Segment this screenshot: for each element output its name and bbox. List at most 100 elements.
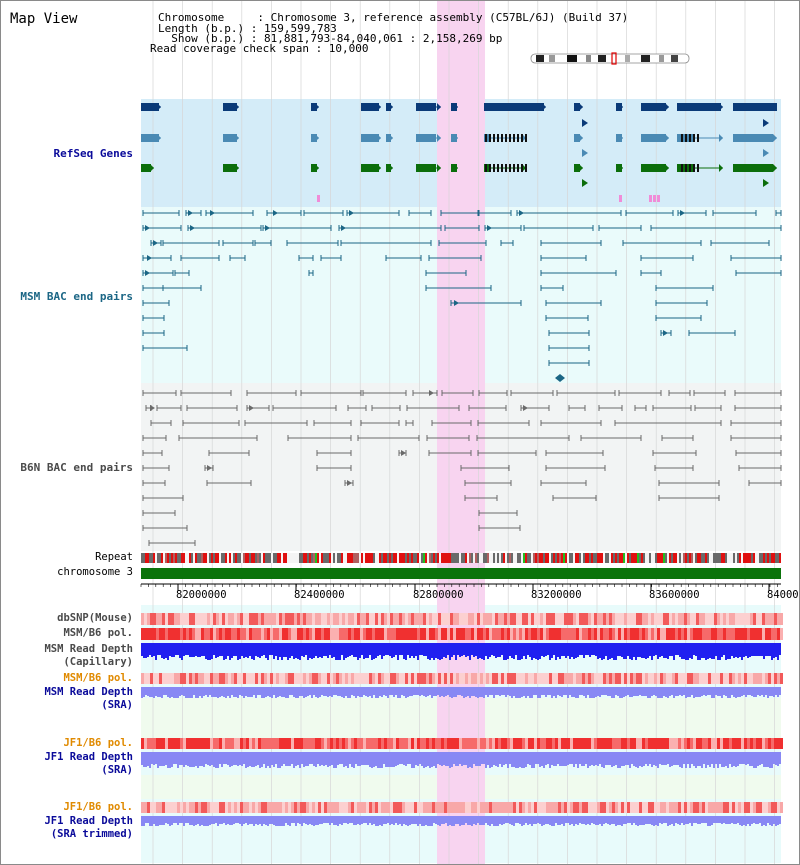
read-depth-bar xyxy=(551,687,553,698)
polymorphism-strip xyxy=(339,673,342,684)
read-depth-bar xyxy=(277,752,279,768)
polymorphism-strip xyxy=(441,802,444,813)
repeat-segment xyxy=(379,553,381,563)
read-depth-bar xyxy=(429,816,431,826)
read-depth-bar xyxy=(677,752,679,765)
track-label-repeat[interactable]: Repeat xyxy=(95,551,133,563)
read-depth-bar xyxy=(415,752,417,765)
gene-exon xyxy=(733,103,777,111)
track-label-chromosome[interactable]: chromosome 3 xyxy=(57,566,133,578)
read-depth-bar xyxy=(145,687,147,695)
read-depth-bar xyxy=(703,687,705,695)
polymorphism-strip xyxy=(291,738,294,749)
polymorphism-strip xyxy=(360,613,363,625)
track-label-jf1-b6-pol-2[interactable]: JF1/B6 pol. xyxy=(63,801,133,813)
repeat-segment xyxy=(567,553,569,563)
track-label-msm-b6-pol[interactable]: MSM/B6 pol. xyxy=(63,627,133,639)
read-depth-bar xyxy=(517,752,519,768)
polymorphism-strip xyxy=(453,613,456,625)
read-depth-bar xyxy=(357,752,359,766)
read-depth-bar xyxy=(705,687,707,696)
polymorphism-strip xyxy=(723,802,726,813)
polymorphism-strip xyxy=(426,673,429,684)
repeat-segment xyxy=(761,553,763,563)
polymorphism-strip xyxy=(417,738,420,749)
track-label-msm-bac[interactable]: MSM BAC end pairs xyxy=(20,290,133,303)
polymorphism-strip xyxy=(147,613,150,625)
track-label-jf1-read-depth-sra[interactable]: JF1 Read Depth xyxy=(44,751,133,763)
polymorphism-strip xyxy=(759,628,762,640)
track-label-msm-read-depth-sra[interactable]: MSM Read Depth xyxy=(44,686,133,698)
polymorphism-strip xyxy=(141,673,144,684)
read-depth-bar xyxy=(701,816,703,823)
read-depth-bar xyxy=(329,643,331,655)
polymorphism-strip xyxy=(198,802,201,813)
polymorphism-strip xyxy=(603,802,606,813)
polymorphism-strip xyxy=(621,628,624,640)
track-label-msm-read-depth-cap-2: (Capillary) xyxy=(63,656,133,668)
read-depth-bar xyxy=(299,687,301,696)
polymorphism-strip xyxy=(564,628,567,640)
gene-exon xyxy=(525,134,527,142)
polymorphism-strip xyxy=(495,738,498,749)
read-depth-bar xyxy=(211,816,213,824)
polymorphism-strip xyxy=(648,613,651,625)
track-label-msm-read-depth-cap[interactable]: MSM Read Depth xyxy=(44,643,133,655)
polymorphism-strip xyxy=(375,613,378,625)
read-depth-bar xyxy=(685,687,687,698)
read-depth-bar xyxy=(629,687,631,697)
polymorphism-strip xyxy=(582,613,585,625)
polymorphism-strip xyxy=(588,673,591,684)
polymorphism-strip xyxy=(696,628,699,640)
read-depth-bar xyxy=(385,816,387,824)
polymorphism-strip xyxy=(621,738,624,749)
read-depth-bar xyxy=(671,816,673,824)
gene-arrow xyxy=(315,103,319,111)
polymorphism-strip xyxy=(327,673,330,684)
polymorphism-strip xyxy=(216,802,219,813)
polymorphism-strip xyxy=(681,628,684,640)
read-depth-bar xyxy=(563,643,565,656)
track-label-jf1-b6-pol[interactable]: JF1/B6 pol. xyxy=(63,737,133,749)
read-depth-bar xyxy=(595,643,597,656)
read-depth-bar xyxy=(437,816,439,825)
read-depth-bar xyxy=(367,752,369,765)
read-depth-bar xyxy=(383,752,385,764)
polymorphism-strip xyxy=(330,628,333,640)
read-depth-bar xyxy=(299,816,301,824)
repeat-segment xyxy=(387,553,389,563)
polymorphism-strip xyxy=(708,628,711,640)
track-label-dbsnp[interactable]: dbSNP(Mouse) xyxy=(57,612,133,624)
read-depth-bar xyxy=(739,687,741,697)
read-depth-bar xyxy=(383,816,385,824)
read-depth-bar xyxy=(331,687,333,697)
repeat-segment xyxy=(215,553,217,563)
repeat-segment xyxy=(765,553,767,563)
track-label-jf1-read-depth-trim[interactable]: JF1 Read Depth xyxy=(44,815,133,827)
read-depth-bar xyxy=(419,687,421,696)
polymorphism-strip xyxy=(261,802,264,813)
track-label-refseq[interactable]: RefSeq Genes xyxy=(53,147,133,160)
read-depth-bar xyxy=(521,643,523,659)
read-depth-bar xyxy=(657,816,659,826)
read-depth-bar xyxy=(407,816,409,826)
repeat-segment xyxy=(503,553,505,563)
polymorphism-strip xyxy=(411,628,414,640)
read-depth-bar xyxy=(735,816,737,824)
read-depth-bar xyxy=(539,816,541,824)
read-depth-bar xyxy=(209,816,211,825)
read-depth-bar xyxy=(315,752,317,767)
read-depth-bar xyxy=(637,752,639,768)
read-depth-bar xyxy=(683,816,685,825)
track-label-msm-b6-pol-2[interactable]: MSM/B6 pol. xyxy=(63,672,133,684)
polymorphism-strip xyxy=(660,673,663,684)
track-label-b6n-bac[interactable]: B6N BAC end pairs xyxy=(20,461,133,474)
repeat-segment xyxy=(465,553,467,563)
polymorphism-strip xyxy=(378,802,381,813)
read-depth-bar xyxy=(583,643,585,658)
polymorphism-strip xyxy=(714,738,717,749)
polymorphism-strip xyxy=(717,673,720,684)
polymorphism-strip xyxy=(411,613,414,625)
polymorphism-strip xyxy=(336,673,339,684)
